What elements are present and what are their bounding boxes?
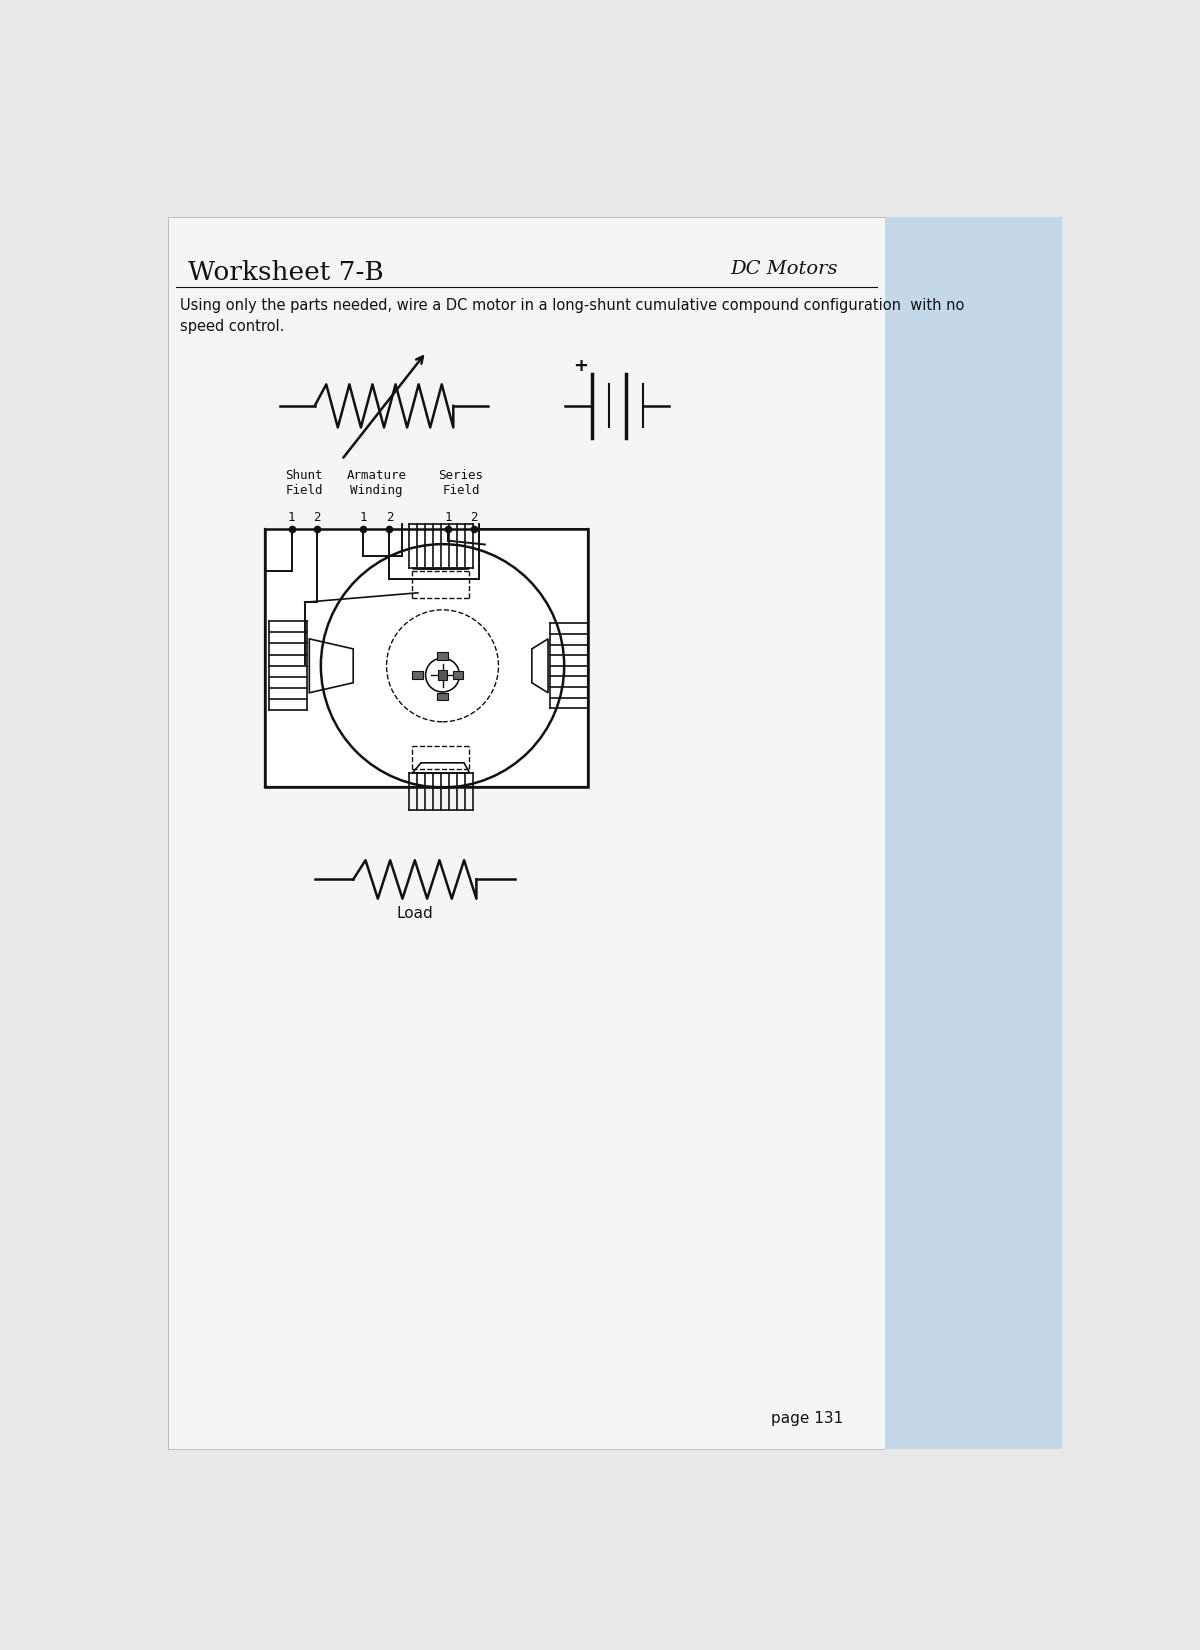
Text: page 131: page 131	[772, 1411, 844, 1426]
Text: Armature
Winding: Armature Winding	[347, 469, 407, 497]
Text: 1: 1	[444, 512, 451, 523]
Text: 2: 2	[385, 512, 394, 523]
Text: 2: 2	[313, 512, 320, 523]
Text: +: +	[572, 356, 588, 375]
Text: 1: 1	[288, 512, 295, 523]
Text: Worksheet 7-B: Worksheet 7-B	[187, 259, 384, 284]
Text: Shunt
Field: Shunt Field	[286, 469, 323, 497]
Bar	[437, 652, 448, 660]
Bar	[452, 672, 463, 678]
Text: Series
Field: Series Field	[438, 469, 484, 497]
Bar	[265, 530, 588, 787]
Circle shape	[426, 658, 460, 691]
Bar	[438, 670, 448, 680]
Circle shape	[320, 544, 564, 787]
Text: Load: Load	[396, 906, 433, 921]
Bar	[168, 218, 884, 1449]
Text: DC Motors: DC Motors	[731, 259, 838, 277]
Text: 1: 1	[360, 512, 367, 523]
Text: Using only the parts needed, wire a DC motor in a long-shunt cumulative compound: Using only the parts needed, wire a DC m…	[180, 299, 965, 333]
Circle shape	[386, 610, 498, 721]
Text: 2: 2	[470, 512, 478, 523]
Bar	[413, 672, 424, 678]
Bar	[884, 218, 1062, 1449]
Bar	[437, 693, 448, 701]
